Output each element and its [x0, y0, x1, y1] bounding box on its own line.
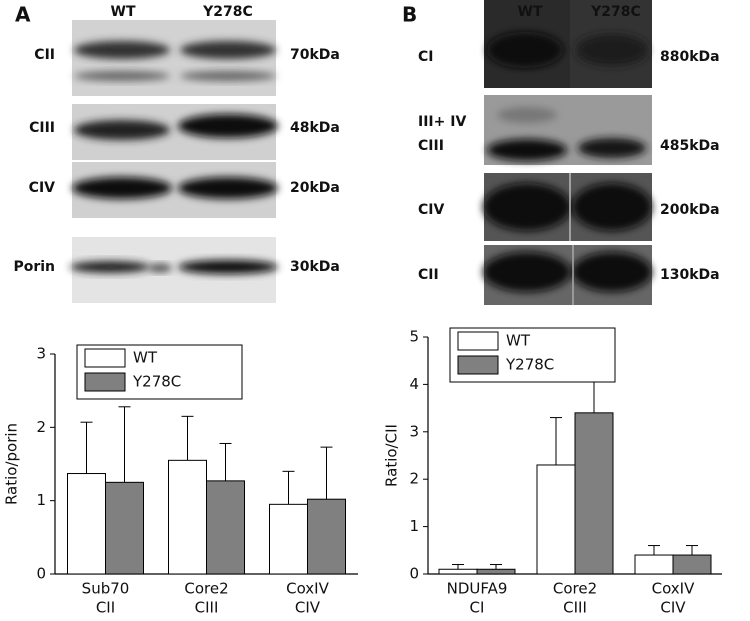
- bar: [634, 554, 674, 575]
- x-tick-label: CoxIV: [652, 580, 695, 598]
- blot-label: III+ IV: [418, 114, 466, 130]
- x-tick-label: CI: [470, 599, 485, 617]
- panel-label: A: [15, 3, 31, 27]
- y-tick-label: 1: [36, 491, 46, 509]
- lane-label: Y278C: [590, 4, 641, 20]
- y-tick-label: 2: [409, 470, 419, 488]
- blot-label: CIV: [29, 180, 55, 196]
- x-tick-label: CIII: [195, 599, 219, 617]
- x-tick-label: NDUFA9: [447, 580, 508, 598]
- blot-label: CIII: [29, 120, 55, 136]
- blots-a: [70, 20, 278, 303]
- lane-label: Y278C: [202, 4, 253, 20]
- y-tick-label: 0: [36, 565, 46, 583]
- x-tick-label: CIV: [660, 599, 686, 617]
- blot-label: CIV: [418, 202, 444, 218]
- blot-size: 485kDa: [660, 138, 720, 154]
- y-axis-label: Ratio/CII: [383, 424, 401, 487]
- blot-size: 200kDa: [660, 202, 720, 218]
- x-tick-label: CIII: [563, 599, 587, 617]
- legend-label: Y278C: [505, 356, 554, 374]
- legend-label: Y278C: [132, 373, 181, 391]
- bar: [168, 459, 207, 575]
- x-tick-label: CII: [96, 599, 115, 617]
- bar: [269, 503, 308, 575]
- blot-label: CIII: [418, 138, 444, 154]
- y-tick-label: 2: [36, 418, 46, 436]
- blot-label: CII: [34, 47, 55, 63]
- blot-size: 130kDa: [660, 267, 720, 283]
- bar: [672, 554, 712, 575]
- bar: [574, 412, 614, 575]
- blot-size: 30kDa: [290, 259, 340, 275]
- legend-swatch: [457, 355, 499, 375]
- blot-size: 20kDa: [290, 180, 340, 196]
- blot-label: CII: [418, 267, 439, 283]
- blot-size: 880kDa: [660, 49, 720, 65]
- blot-label: CI: [418, 49, 433, 65]
- legend-label: WT: [133, 349, 158, 367]
- legend-swatch: [84, 348, 126, 368]
- x-tick-label: Core2: [553, 580, 597, 598]
- y-tick-label: 1: [409, 517, 419, 535]
- bar: [476, 568, 516, 575]
- bar: [105, 481, 144, 575]
- blot-size: 48kDa: [290, 120, 340, 136]
- bar: [206, 480, 245, 575]
- y-tick-label: 5: [409, 328, 419, 346]
- y-tick-label: 4: [409, 375, 419, 393]
- bar: [438, 568, 478, 575]
- y-tick-label: 3: [409, 422, 419, 440]
- x-tick-label: CIV: [295, 599, 321, 617]
- y-tick-label: 0: [409, 565, 419, 583]
- blot-size: 70kDa: [290, 47, 340, 63]
- x-tick-label: Sub70: [82, 580, 130, 598]
- y-tick-label: 3: [36, 345, 46, 363]
- lane-label: WT: [518, 4, 543, 20]
- blots-b: [483, 0, 652, 305]
- bar: [536, 464, 576, 575]
- legend-label: WT: [506, 332, 531, 350]
- panel-label: B: [402, 3, 417, 27]
- legend-swatch: [84, 372, 126, 392]
- bar: [307, 498, 346, 575]
- bar: [67, 473, 106, 575]
- x-tick-label: CoxIV: [286, 580, 329, 598]
- y-axis-label: Ratio/porin: [3, 423, 21, 505]
- blot-label: Porin: [13, 259, 55, 275]
- x-tick-label: Core2: [184, 580, 228, 598]
- legend-swatch: [457, 331, 499, 351]
- lane-label: WT: [111, 4, 136, 20]
